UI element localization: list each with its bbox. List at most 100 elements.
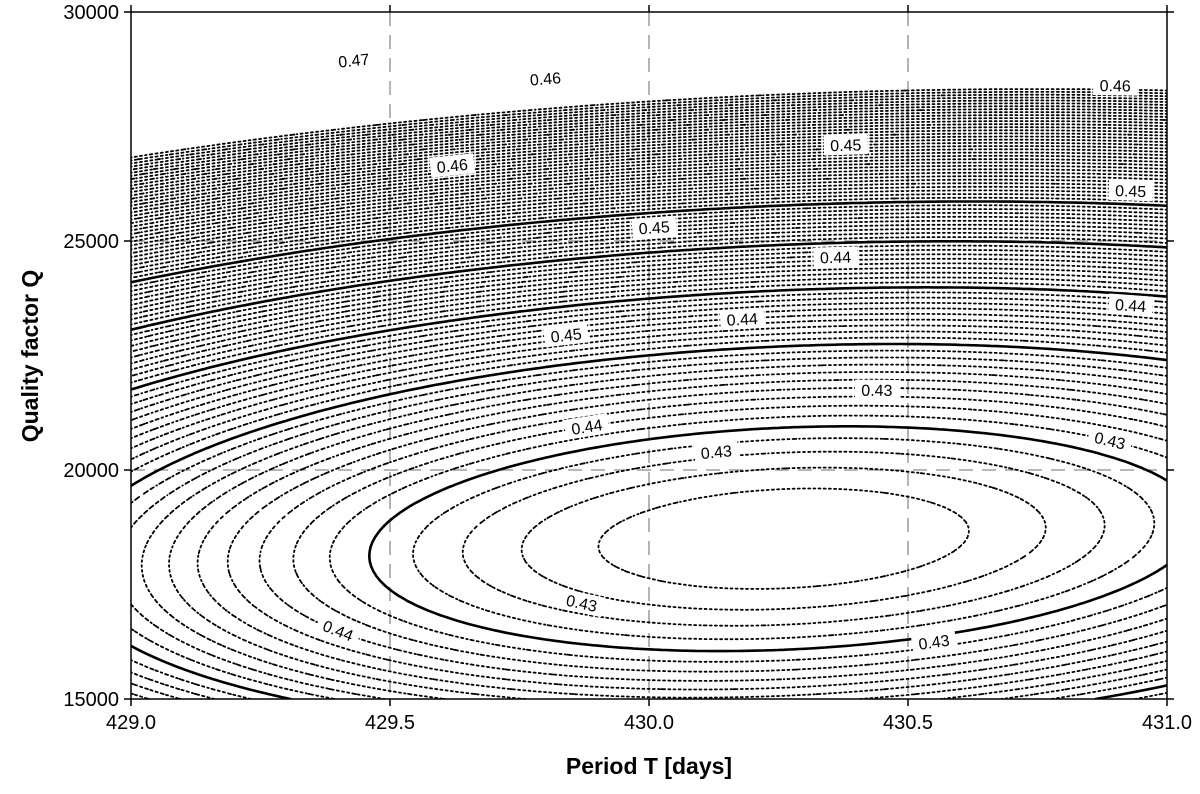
x-tick-label: 429.0 <box>106 712 156 734</box>
contour-line-dotted <box>131 111 1167 184</box>
contour-label-bg <box>693 439 740 464</box>
contour-label-text: 0.45 <box>1115 183 1147 201</box>
contour-label: 0.45 <box>1108 179 1154 202</box>
contour-line-dotted <box>131 145 1167 221</box>
contour-line-dotted <box>131 212 1167 297</box>
contour-line-dotted <box>131 336 1167 699</box>
contour-lines <box>131 88 1167 699</box>
contour-line-dotted <box>131 324 1167 699</box>
contour-label: 0.43 <box>1086 425 1134 455</box>
contour-label-text: 0.46 <box>1100 78 1131 95</box>
contour-line-dotted <box>131 99 1167 171</box>
y-tick-label: 15000 <box>63 689 119 711</box>
y-tick-label: 30000 <box>63 2 119 24</box>
contour-label-text: 0.43 <box>861 383 892 400</box>
contour-line-dotted <box>131 189 1167 271</box>
contour-line-dotted <box>131 307 1167 422</box>
contour-line-dotted <box>131 168 1167 247</box>
contour-label-text: 0.46 <box>436 157 469 177</box>
contour-line-dotted <box>131 276 1167 377</box>
contour-label-text: 0.43 <box>700 443 733 463</box>
contour-label-text: 0.45 <box>638 219 670 238</box>
x-tick-label: 431.0 <box>1142 712 1192 734</box>
contour-label-text: 0.44 <box>726 311 758 330</box>
contour-line-dotted <box>131 271 1167 371</box>
contour-label-text: 0.44 <box>570 417 604 439</box>
contour-label-text: 0.47 <box>337 52 370 72</box>
contour-line-dotted <box>328 414 1167 663</box>
contour-line-dotted <box>140 363 1167 699</box>
axes: 429.0 429.5 430.0 430.5 431.0 15000 20000 25000… <box>63 2 1192 734</box>
contour-line-dotted <box>412 437 1156 641</box>
contour-line-dotted <box>131 123 1167 197</box>
contour-line-dotted <box>131 313 1167 430</box>
contour-label: 0.45 <box>543 322 590 348</box>
contour-label: 0.43 <box>910 628 958 655</box>
contour-line-dotted <box>131 356 1167 699</box>
contour-line-dotted <box>131 132 1167 207</box>
contour-label-bg <box>563 413 611 440</box>
contour-line-dotted <box>131 175 1167 255</box>
contour-line-dotted <box>258 395 1167 682</box>
contour-label: 0.43 <box>558 588 606 618</box>
x-tick-label: 430.0 <box>624 712 674 734</box>
contour-line-dotted <box>131 154 1167 232</box>
contour-line-dotted <box>131 249 1167 342</box>
contour-line-dotted <box>131 193 1167 275</box>
contour-label-text: 0.43 <box>918 633 951 654</box>
contour-label-bg <box>823 134 869 156</box>
y-axis-title: Quality factor Q <box>17 270 43 443</box>
contour-line-dotted <box>131 236 1167 326</box>
x-axis-title: Period T [days] <box>566 753 732 779</box>
contour-label-bg <box>813 246 858 268</box>
contour-label: 0.44 <box>813 246 858 268</box>
contour-label: 0.44 <box>1108 293 1154 317</box>
contour-label-bg <box>558 588 606 618</box>
contour-line-0.46 <box>131 240 1167 331</box>
contour-labels: 0.47 0.46 0.46 0.46 0.45 0.45 0.45 0.45 0.44 0.44… <box>314 47 1154 655</box>
contour-line-dotted <box>131 291 1167 398</box>
contour-line-dotted <box>131 142 1167 217</box>
contour-line-dotted <box>131 151 1167 228</box>
contour-line-dotted <box>131 318 1167 699</box>
contour-label-text: 0.44 <box>320 618 355 645</box>
contour-label-text: 0.43 <box>1093 430 1127 454</box>
contour-line-dotted <box>131 196 1167 279</box>
y-tick-label: 20000 <box>63 460 119 482</box>
contour-line-dotted <box>131 215 1167 302</box>
contour-label-bg <box>429 153 476 178</box>
contour-line-0.43 <box>368 425 1167 653</box>
contour-label-bg <box>1108 179 1154 202</box>
contour-line-dotted <box>131 165 1167 243</box>
x-tick-label: 430.5 <box>883 712 933 734</box>
contour-line-dotted <box>520 466 1047 611</box>
contour-label: 0.45 <box>823 134 869 156</box>
contour-line-dotted <box>292 404 1167 673</box>
contour-label-bg <box>522 66 569 91</box>
contour-line-dotted <box>461 450 1106 627</box>
contour-label-bg <box>1108 293 1154 317</box>
contour-label-bg <box>330 47 377 73</box>
contour-label: 0.44 <box>719 307 765 331</box>
contour-line-dotted <box>131 126 1167 200</box>
contour-label-text: 0.44 <box>820 250 852 268</box>
contour-label-bg <box>854 379 899 400</box>
contour-label-bg <box>719 307 765 331</box>
contour-line-dotted <box>131 330 1167 699</box>
contour-label-text: 0.45 <box>550 326 583 346</box>
contour-line-0.47 <box>131 200 1167 284</box>
contour-line-dotted <box>131 296 1167 405</box>
contour-label: 0.45 <box>631 215 677 239</box>
x-tick-label: 429.5 <box>365 712 415 734</box>
y-tick-label: 25000 <box>63 231 119 253</box>
contour-line-dotted <box>226 387 1167 691</box>
contour-line-dotted <box>131 302 1167 413</box>
contour-line-dotted <box>131 281 1167 384</box>
contour-line-dotted <box>131 262 1167 359</box>
contour-label: 0.43 <box>693 439 740 464</box>
contour-label-bg <box>314 612 363 648</box>
contour-label-text: 0.46 <box>529 70 561 89</box>
contour-line-dotted <box>131 227 1167 316</box>
